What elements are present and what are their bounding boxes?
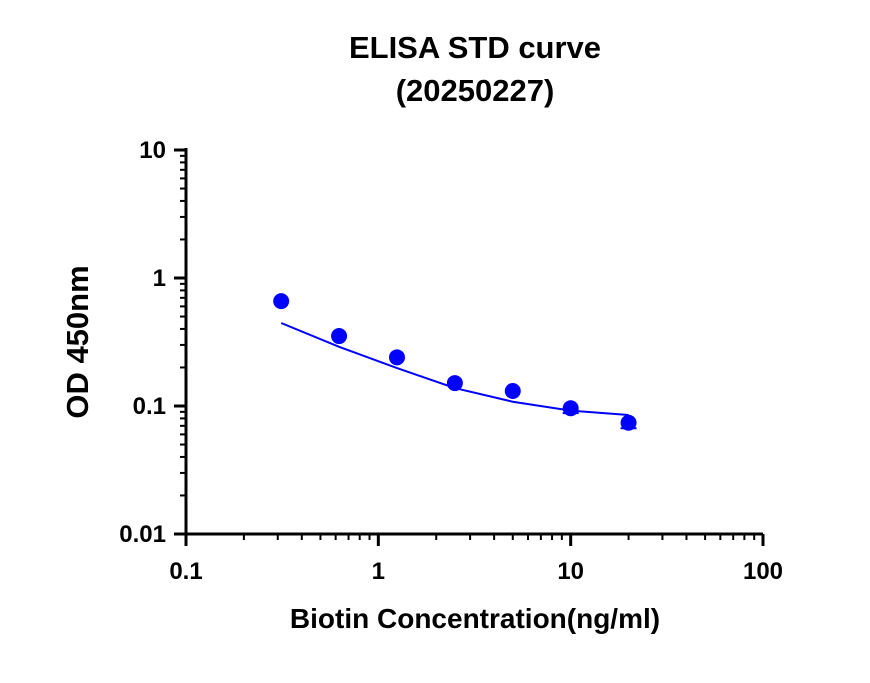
- x-tick-label: 10: [557, 558, 584, 585]
- y-tick-label: 0.1: [133, 393, 166, 420]
- data-point: [331, 328, 348, 345]
- x-tick-label: 100: [743, 558, 783, 585]
- y-tick-label: 10: [139, 137, 166, 164]
- data-point: [388, 349, 405, 366]
- data-point: [273, 293, 290, 310]
- data-point: [620, 414, 637, 431]
- y-tick-label: 0.01: [119, 521, 166, 548]
- chart-title: ELISA STD curve: [349, 30, 601, 65]
- y-axis-label: OD 450nm: [60, 265, 95, 418]
- x-tick-label: 0.1: [169, 558, 202, 585]
- x-axis-label: Biotin Concentration(ng/ml): [290, 603, 660, 634]
- data-point: [504, 382, 521, 399]
- x-tick-label: 1: [372, 558, 385, 585]
- chart-subtitle: (20250227): [396, 73, 555, 108]
- data-point: [446, 375, 463, 392]
- data-point: [562, 400, 579, 417]
- y-tick-label: 1: [153, 265, 166, 292]
